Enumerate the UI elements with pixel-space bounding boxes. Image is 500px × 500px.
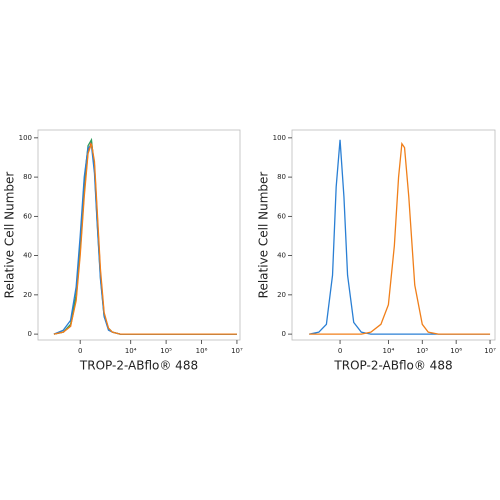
y-tick-label: 20 [277, 291, 286, 299]
x-tick-label: 10⁷ [231, 347, 243, 355]
y-tick-label: 80 [277, 173, 286, 181]
plot-frame [291, 129, 496, 341]
x-tick-label: 10⁶ [196, 347, 208, 355]
x-tick-label: 10⁴ [383, 347, 395, 355]
x-tick-label: 10⁵ [160, 347, 172, 355]
x-tick-label: 10⁴ [125, 347, 137, 355]
histogram-curve [53, 143, 237, 335]
y-tick-label: 0 [28, 330, 32, 338]
x-tick-label: 10⁶ [450, 347, 462, 355]
y-tick-label: 100 [19, 134, 32, 142]
x-tick-label: 0 [338, 347, 342, 355]
plot-frame [37, 129, 241, 341]
y-tick-label: 0 [282, 330, 286, 338]
x-axis-label: TROP-2-ABflo® 488 [79, 359, 198, 373]
x-tick-label: 10⁵ [416, 347, 428, 355]
y-tick-label: 40 [23, 252, 32, 260]
x-tick-label: 0 [78, 347, 82, 355]
y-axis-label: Relative Cell Number [3, 172, 17, 299]
x-tick-label: 10⁷ [484, 347, 496, 355]
y-tick-label: 60 [23, 212, 32, 220]
y-tick-label: 80 [23, 173, 32, 181]
histogram-curve [309, 139, 491, 335]
y-axis-label: Relative Cell Number [257, 172, 271, 299]
y-tick-label: 40 [277, 252, 286, 260]
histogram-curve [309, 141, 491, 335]
y-tick-label: 20 [23, 291, 32, 299]
y-tick-label: 60 [277, 212, 286, 220]
x-axis-label: TROP-2-ABflo® 488 [333, 359, 452, 373]
y-tick-label: 100 [273, 134, 286, 142]
